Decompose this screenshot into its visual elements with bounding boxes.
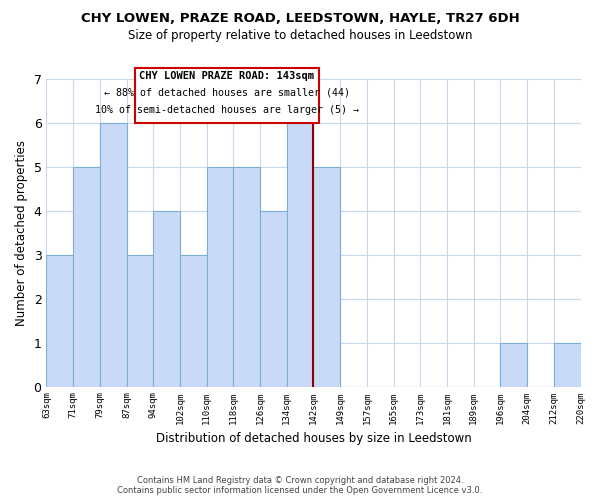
Bar xyxy=(153,210,180,386)
Bar xyxy=(500,342,527,386)
FancyBboxPatch shape xyxy=(134,68,319,122)
Bar xyxy=(73,166,100,386)
Bar xyxy=(180,254,206,386)
Text: ← 88% of detached houses are smaller (44): ← 88% of detached houses are smaller (44… xyxy=(104,88,350,98)
Text: Size of property relative to detached houses in Leedstown: Size of property relative to detached ho… xyxy=(128,29,472,42)
Bar xyxy=(127,254,153,386)
Bar xyxy=(554,342,581,386)
Y-axis label: Number of detached properties: Number of detached properties xyxy=(15,140,28,326)
Bar xyxy=(313,166,340,386)
Text: Contains HM Land Registry data © Crown copyright and database right 2024.
Contai: Contains HM Land Registry data © Crown c… xyxy=(118,476,482,495)
X-axis label: Distribution of detached houses by size in Leedstown: Distribution of detached houses by size … xyxy=(155,432,472,445)
Bar xyxy=(260,210,287,386)
Bar xyxy=(206,166,233,386)
Bar xyxy=(46,254,73,386)
Text: 10% of semi-detached houses are larger (5) →: 10% of semi-detached houses are larger (… xyxy=(95,104,359,115)
Bar xyxy=(287,122,313,386)
Text: CHY LOWEN, PRAZE ROAD, LEEDSTOWN, HAYLE, TR27 6DH: CHY LOWEN, PRAZE ROAD, LEEDSTOWN, HAYLE,… xyxy=(80,12,520,26)
Text: CHY LOWEN PRAZE ROAD: 143sqm: CHY LOWEN PRAZE ROAD: 143sqm xyxy=(139,72,314,82)
Bar xyxy=(100,122,127,386)
Bar xyxy=(233,166,260,386)
